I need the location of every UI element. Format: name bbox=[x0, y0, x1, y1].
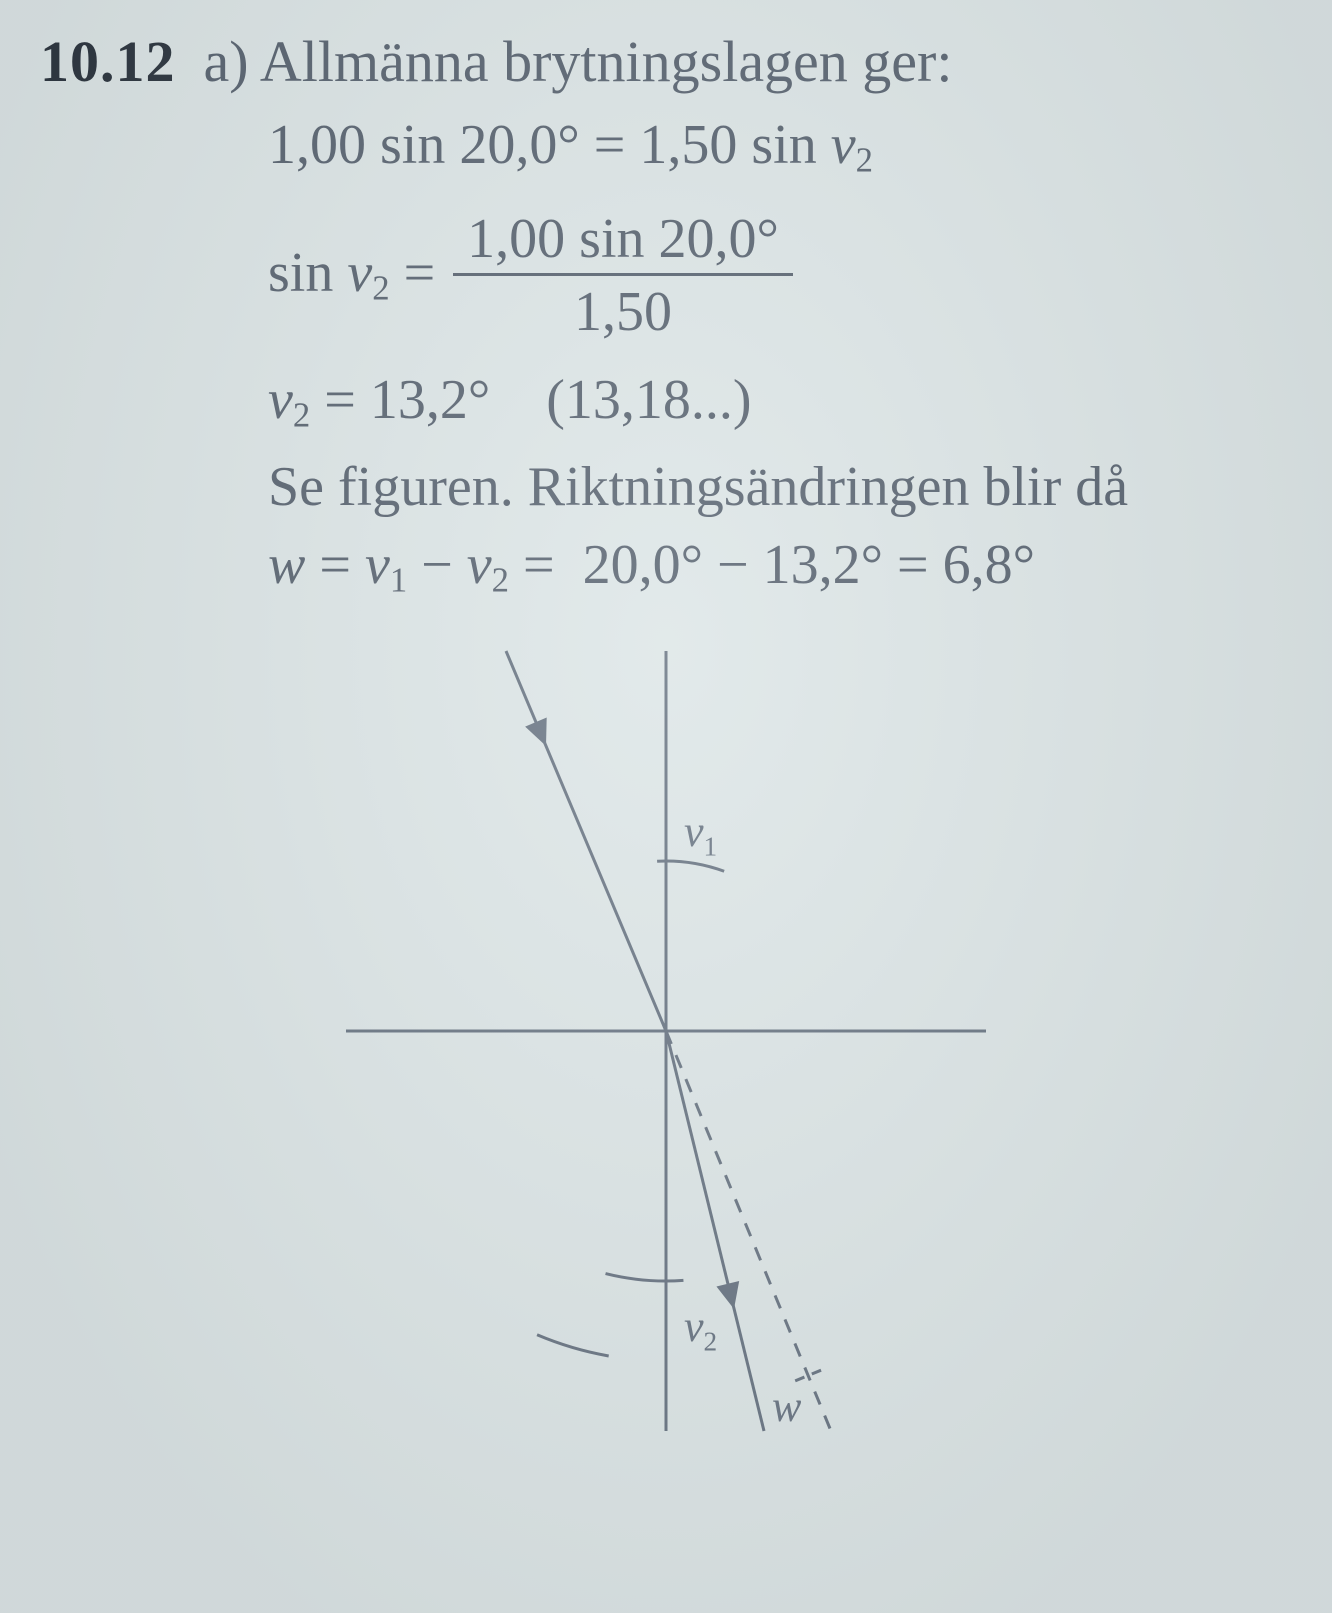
svg-text:w: w bbox=[772, 1382, 802, 1431]
eq-sinv2: sin v2 = 1,00 sin 20,0° 1,50 bbox=[268, 207, 1292, 344]
lead-text: Allmänna brytningslagen ger: bbox=[260, 29, 953, 94]
eq-v2-result: v2 = 13,2° (13,18...) bbox=[268, 368, 1292, 436]
fraction: 1,00 sin 20,0° 1,50 bbox=[453, 207, 793, 344]
problem-number: 10.12 bbox=[40, 28, 176, 95]
problem-lead: a) Allmänna brytningslagen ger: bbox=[204, 28, 953, 95]
svg-text:v2: v2 bbox=[684, 1302, 717, 1357]
eq-snell: 1,00 sin 20,0° = 1,50 sin v2 bbox=[268, 113, 1292, 181]
refraction-diagram: v1 v2 w bbox=[286, 631, 1046, 1451]
see-figure-text: Se figuren. Riktningsändringen blir då bbox=[268, 455, 1292, 519]
part-label: a) bbox=[204, 29, 249, 94]
eq-w: w = v1 − v2 = 20,0° − 13,2° = 6,8° bbox=[268, 533, 1292, 601]
svg-text:v1: v1 bbox=[684, 807, 717, 862]
